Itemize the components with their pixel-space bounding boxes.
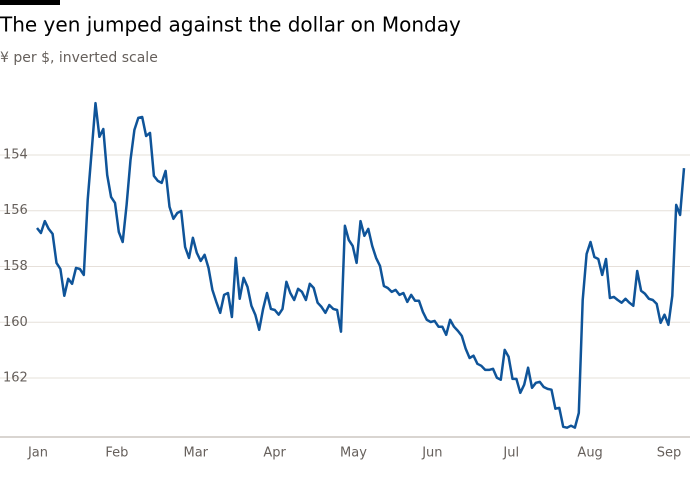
x-tick-label: Apr (263, 446, 286, 461)
y-tick-label: 160 (3, 315, 28, 330)
brand-bar (0, 0, 60, 5)
x-tick-label: May (340, 446, 367, 461)
chart-title: The yen jumped against the dollar on Mon… (0, 13, 461, 37)
y-tick-label: 162 (3, 371, 28, 386)
y-tick-label: 156 (3, 203, 28, 218)
y-tick-label: 158 (3, 259, 28, 274)
price-line (36, 101, 686, 429)
x-tick-label: Jun (421, 446, 442, 461)
x-tick-label: Sep (657, 446, 682, 461)
x-tick-label: Feb (105, 446, 128, 461)
y-tick-label: 154 (3, 147, 28, 162)
x-tick-label: Mar (183, 446, 208, 461)
x-tick-label: Jul (502, 446, 519, 461)
x-tick-label: Aug (577, 446, 602, 461)
x-tick-label: Jan (27, 446, 48, 461)
chart-subtitle: ¥ per $, inverted scale (0, 50, 158, 66)
